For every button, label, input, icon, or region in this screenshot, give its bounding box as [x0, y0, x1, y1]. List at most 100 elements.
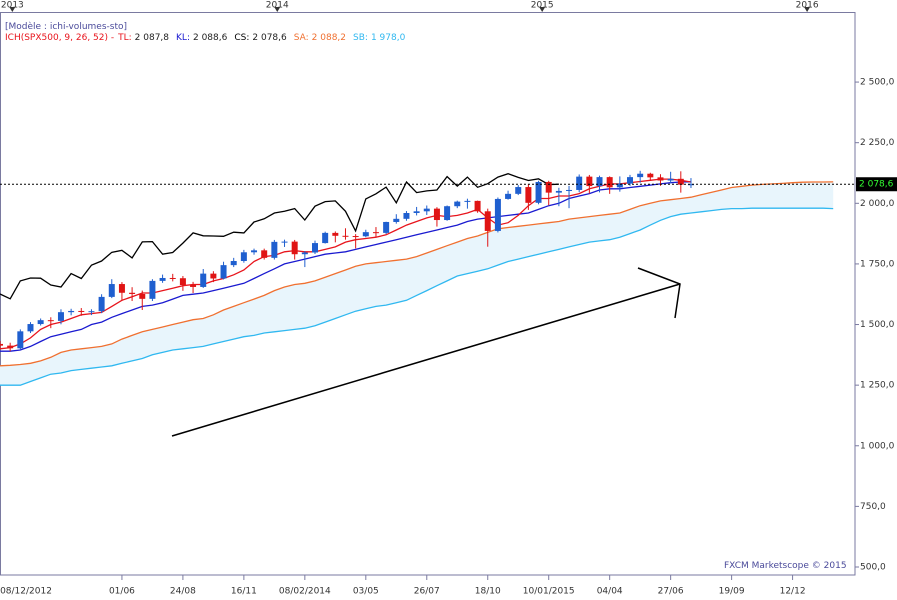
legend-value: 2 087,8 [134, 33, 170, 43]
candle-body [149, 280, 156, 299]
candle-body [657, 177, 664, 181]
x-tick-label: 18/10 [475, 587, 501, 597]
candle-body [433, 208, 440, 221]
x-tick-label: 04/04 [597, 587, 623, 597]
candle-body [362, 232, 369, 237]
legend: [Modèle : ichi-volumes-sto] ICH(SPX500, … [5, 22, 412, 44]
candle-body [230, 261, 237, 266]
candle-body [7, 345, 14, 349]
candle-body [627, 177, 633, 184]
year-label: 2016 [796, 1, 819, 11]
candle-body [545, 181, 552, 193]
candle-body [637, 173, 644, 178]
candle-body [372, 232, 379, 234]
model-label: [Modèle : ichi-volumes-sto] [5, 22, 127, 32]
candle-body [586, 176, 593, 187]
year-label: 2013 [1, 1, 24, 11]
candle-body [179, 278, 186, 286]
legend-name: SB: [353, 33, 368, 43]
x-tick-label: 12/12 [780, 587, 806, 597]
year-marker [274, 7, 281, 12]
x-tick-label: 08/12/2012 [0, 587, 52, 597]
candle-body [423, 208, 430, 212]
last-price-box [856, 177, 897, 192]
y-tick-label: 2 000,0 [860, 199, 895, 209]
candle-body [403, 213, 410, 219]
year-marker [9, 7, 16, 12]
candle-body [0, 343, 3, 346]
x-tick-label: 16/11 [231, 587, 257, 597]
candle-body [566, 189, 573, 191]
candle-body [271, 241, 278, 258]
candle-body [301, 252, 308, 255]
x-tick-label: 08/02/2014 [279, 587, 331, 597]
candle-body [464, 200, 471, 202]
x-tick-label: 24/08 [170, 587, 196, 597]
plot-area [0, 170, 834, 386]
candle-body [68, 310, 75, 313]
candle-body [291, 241, 298, 255]
candle-body [139, 293, 146, 299]
candle-body [190, 285, 197, 287]
candle-body [322, 232, 329, 244]
candle-body [535, 181, 542, 203]
candle-body [352, 236, 359, 238]
candle-body [596, 177, 603, 187]
candle-body [474, 200, 481, 212]
x-tick-label: 10/01/2015 [523, 587, 575, 597]
year-marker [539, 7, 546, 12]
candle-body [515, 187, 522, 194]
y-tick-label: 1 750,0 [860, 259, 895, 269]
candle-body [200, 273, 207, 287]
candle-body [108, 284, 115, 297]
year-label: 2014 [266, 1, 289, 11]
candle-body [220, 265, 227, 279]
legend-name: TL: [118, 33, 132, 43]
candle-body [687, 184, 694, 186]
candle-body [444, 206, 451, 221]
legend-value: 2 078,6 [252, 33, 287, 43]
candle-body [576, 176, 583, 190]
year-label: 2015 [531, 1, 554, 11]
candle-body [169, 277, 176, 279]
candle-body [606, 177, 613, 188]
candle-body [27, 324, 34, 332]
candle-body [383, 221, 390, 233]
indicator-label: ICH(SPX500, 9, 26, 52) - [5, 33, 115, 43]
candle-body [647, 173, 654, 178]
candle-body [312, 243, 318, 253]
candle-body [37, 320, 44, 325]
y-tick-label: 2 500,0 [860, 78, 895, 88]
candle-body [281, 241, 288, 243]
candle-body [677, 178, 684, 185]
candle-body [342, 235, 349, 237]
last-price-label: 2 078,6 [859, 180, 894, 190]
indicator-line [0, 173, 559, 300]
candle-body [525, 187, 532, 203]
candle-body [210, 273, 217, 279]
y-tick-label: 2 250,0 [860, 138, 895, 148]
indicator-line [0, 207, 834, 386]
y-tick-label: 500,0 [860, 562, 886, 572]
indicator-line [0, 181, 692, 352]
legend-name: CS: [234, 33, 250, 43]
candle-body [616, 183, 623, 188]
legend-name: KL: [176, 33, 190, 43]
candle-body [47, 320, 54, 322]
candle-body [57, 312, 64, 321]
y-tick-label: 1 500,0 [860, 320, 895, 330]
x-tick-label: 26/07 [414, 587, 440, 597]
y-tick-label: 750,0 [860, 502, 886, 512]
candle-body [484, 211, 491, 231]
candle-body [393, 218, 400, 222]
candle-body [88, 311, 95, 313]
candle-body [555, 190, 562, 193]
candle-body [17, 331, 24, 349]
candle-body [78, 310, 85, 312]
candle-body [98, 296, 105, 312]
kumo-cloud [0, 181, 834, 386]
y-tick-label: 1 000,0 [860, 441, 895, 451]
credit: FXCM Marketscope © 2015 [724, 561, 847, 571]
